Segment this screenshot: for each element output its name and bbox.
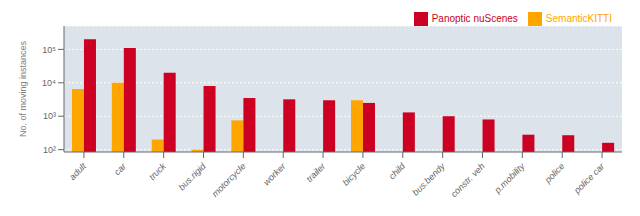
svg-text:trailer: trailer bbox=[304, 160, 328, 184]
svg-text:10³: 10³ bbox=[43, 111, 56, 121]
svg-text:adult: adult bbox=[67, 161, 88, 182]
svg-text:p.mobility: p.mobility bbox=[492, 161, 527, 196]
svg-text:bus.rigid: bus.rigid bbox=[177, 160, 209, 192]
svg-text:child: child bbox=[387, 160, 408, 181]
svg-text:police car: police car bbox=[571, 160, 607, 196]
svg-text:bus.bendy: bus.bendy bbox=[410, 161, 447, 198]
html-text:Panoptic nuScenes: Panoptic nuScenes bbox=[431, 12, 518, 24]
svg-text:worker: worker bbox=[261, 160, 288, 187]
svg-text:truck: truck bbox=[147, 161, 168, 182]
svg-text:10²: 10² bbox=[43, 145, 56, 155]
svg-text:10⁴: 10⁴ bbox=[42, 78, 56, 88]
html-text:SemanticKITTI: SemanticKITTI bbox=[545, 12, 612, 24]
svg-text:10⁵: 10⁵ bbox=[42, 45, 56, 55]
svg-text:police: police bbox=[542, 161, 566, 185]
svg-text:No. of moving instances: No. of moving instances bbox=[18, 40, 28, 137]
svg-text:bicycle: bicycle bbox=[341, 161, 368, 188]
svg-text:constr. veh: constr. veh bbox=[449, 161, 487, 199]
svg-text:motorcycle: motorcycle bbox=[210, 161, 248, 199]
svg-text:car: car bbox=[112, 160, 129, 177]
